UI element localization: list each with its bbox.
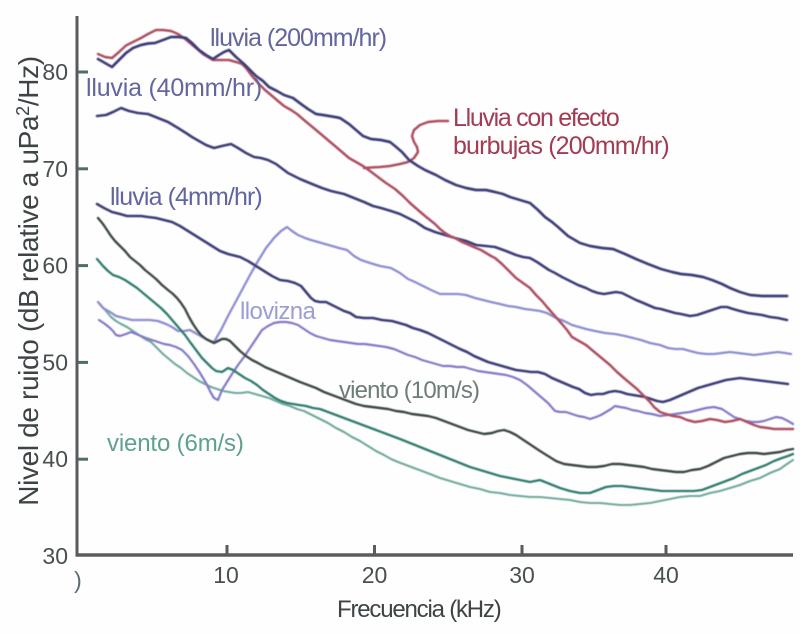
svg-text:burbujas (200mm/hr): burbujas (200mm/hr) xyxy=(453,132,669,160)
svg-text:80: 80 xyxy=(42,59,68,85)
svg-text:60: 60 xyxy=(42,253,68,279)
svg-text:Lluvia con efecto: Lluvia con efecto xyxy=(453,104,619,132)
svg-text:Frecuencia (kHz): Frecuencia (kHz) xyxy=(337,596,501,623)
svg-text:lluvia (40mm/hr): lluvia (40mm/hr) xyxy=(86,74,262,102)
svg-text:lluvia (200mm/hr): lluvia (200mm/hr) xyxy=(210,24,386,52)
svg-text:40: 40 xyxy=(42,446,68,472)
svg-text:70: 70 xyxy=(42,156,68,182)
svg-text:Nivel de ruido (dB relative a: Nivel de ruido (dB relative a uPa2/Hz) xyxy=(13,56,44,506)
svg-text:): ) xyxy=(74,567,82,593)
svg-text:viento (10m/s): viento (10m/s) xyxy=(339,377,479,404)
svg-text:20: 20 xyxy=(362,562,388,588)
svg-text:viento (6m/s): viento (6m/s) xyxy=(107,430,244,457)
svg-text:10: 10 xyxy=(213,562,239,588)
svg-text:40: 40 xyxy=(653,562,679,588)
svg-text:30: 30 xyxy=(42,543,68,569)
svg-text:50: 50 xyxy=(42,349,68,375)
svg-text:30: 30 xyxy=(509,562,535,588)
svg-text:llovizna: llovizna xyxy=(240,298,316,325)
svg-text:lluvia (4mm/hr): lluvia (4mm/hr) xyxy=(110,183,262,211)
